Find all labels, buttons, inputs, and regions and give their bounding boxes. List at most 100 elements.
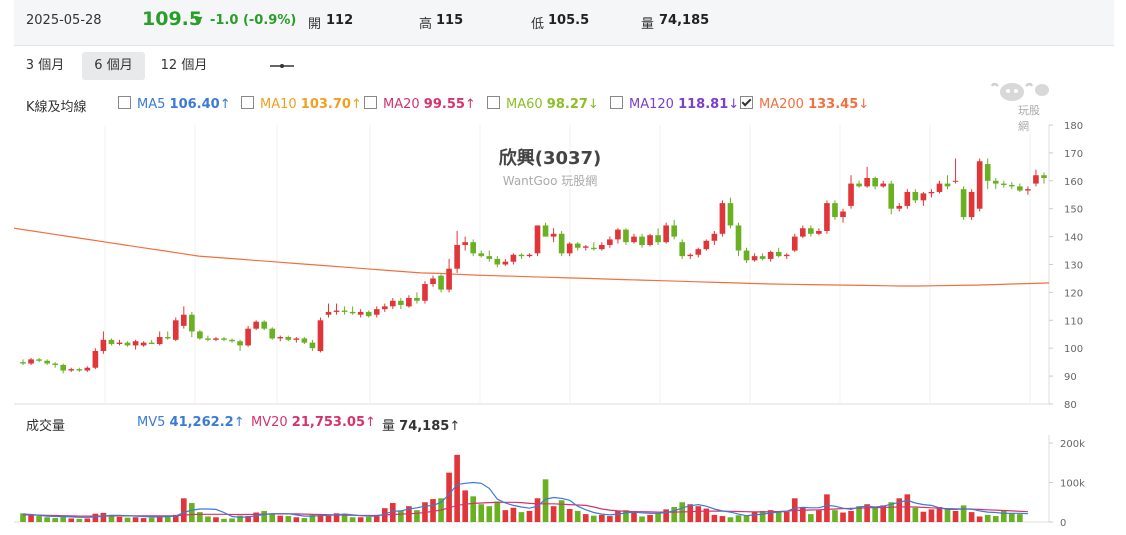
price-y-tick-label: 130 <box>1064 261 1083 272</box>
price-y-tick-label: 160 <box>1064 177 1083 188</box>
ma5-value: 106.40 <box>169 97 220 112</box>
legend-ma200[interactable]: MA200 133.45↓ <box>740 96 869 112</box>
volume-bar <box>631 510 637 522</box>
legend-mv20: MV20 21,753.05↑ <box>251 415 376 430</box>
candle-body <box>52 363 58 365</box>
candle-body <box>558 233 565 254</box>
tab-12-months[interactable]: 12 個月 <box>160 58 208 73</box>
volume-legend: 成交量 MV5 41,262.2↑ MV20 21,753.05↑ 量 74,1… <box>14 415 914 435</box>
open-value: 112 <box>326 13 354 28</box>
volume-bar <box>920 511 927 522</box>
candle-body <box>60 364 67 371</box>
kline-legend-title: K線及均線 <box>26 100 87 115</box>
volume-bar <box>558 500 565 522</box>
tab-3-months[interactable]: 3 個月 <box>25 58 65 73</box>
candle-body <box>1041 175 1047 179</box>
ma120-dir: ↓ <box>728 97 740 112</box>
volume-bar <box>84 518 91 522</box>
candle-body <box>100 339 107 351</box>
volume-bar <box>285 516 292 522</box>
volume-bar <box>542 479 549 522</box>
candle-body <box>944 183 951 187</box>
volume-bar <box>213 517 219 522</box>
legend-ma20[interactable]: MA20 99.55↑ <box>364 96 476 112</box>
open-label: 開 <box>308 17 322 32</box>
volume-bar <box>398 510 404 522</box>
volume-bar <box>840 512 846 522</box>
tab-6-months[interactable]: 6 個月 <box>82 52 145 80</box>
candle-body <box>414 297 420 301</box>
volume-bar <box>486 506 493 522</box>
legend-ma60[interactable]: MA60 98.27↓ <box>487 96 599 112</box>
volume-bar <box>615 510 621 522</box>
candle-body <box>510 254 517 262</box>
candle-body <box>205 338 211 340</box>
candle-body <box>880 183 887 187</box>
volume-bar <box>60 515 67 522</box>
volume-bar <box>534 498 541 522</box>
ma60-name: MA60 <box>506 97 543 112</box>
candle-body <box>615 229 621 240</box>
candle-body <box>735 225 742 251</box>
volume-bar <box>140 518 147 522</box>
ma10-name: MA10 <box>260 97 297 112</box>
ma120-checkbox[interactable] <box>610 96 623 109</box>
volume-bar <box>44 517 50 522</box>
ma60-dir: ↓ <box>587 97 599 112</box>
volume-bar <box>92 513 99 522</box>
candle-body <box>984 164 991 181</box>
candle-body <box>952 180 959 182</box>
volume-bar <box>309 514 316 522</box>
candle-body <box>301 338 308 343</box>
candle-body <box>84 367 91 371</box>
volume-y-tick-label: 100k <box>1060 479 1085 490</box>
mv5-line <box>22 481 1028 518</box>
candle-body <box>309 342 316 349</box>
price-y-tick-label: 80 <box>1064 400 1077 411</box>
ma60-checkbox[interactable] <box>487 96 500 109</box>
mv20-line <box>23 501 1028 517</box>
volume-bar <box>124 517 131 522</box>
legend-ma10[interactable]: MA10 103.70↑ <box>241 96 362 112</box>
ma200-checkbox[interactable] <box>740 96 753 109</box>
candle-body <box>912 191 919 201</box>
line-style-icon[interactable] <box>270 62 294 70</box>
volume-bar <box>848 510 854 522</box>
candle-body <box>856 183 862 187</box>
ma10-checkbox[interactable] <box>241 96 254 109</box>
candle-body <box>655 235 661 243</box>
candle-body <box>623 229 629 243</box>
candle-body <box>566 243 573 254</box>
ma10-dir: ↑ <box>350 97 362 112</box>
volume-bar <box>582 514 589 522</box>
volume-bar <box>719 516 726 522</box>
candle-body <box>132 341 139 346</box>
volume-bar <box>888 502 895 522</box>
candle-body <box>631 236 637 243</box>
volume-bar <box>518 512 525 522</box>
candle-body <box>992 180 999 184</box>
candle-body <box>896 205 903 209</box>
legend-ma120[interactable]: MA120 118.81↓ <box>610 96 739 112</box>
legend-ma5[interactable]: MA5 106.40↑ <box>118 96 231 112</box>
ma5-checkbox[interactable] <box>118 96 131 109</box>
volume-bar <box>695 506 702 522</box>
candle-body <box>172 320 179 340</box>
volume-bar <box>293 517 300 522</box>
volume-bar <box>462 490 468 522</box>
ma10-value: 103.70 <box>300 97 351 112</box>
candle-body <box>116 342 123 345</box>
candle-body <box>92 350 99 368</box>
candle-body <box>446 268 452 290</box>
volume-bar <box>277 515 284 522</box>
volume-bar <box>28 514 34 522</box>
volume-bar <box>325 515 332 522</box>
volume-bar <box>912 507 919 522</box>
ma20-checkbox[interactable] <box>364 96 377 109</box>
volume-bar <box>317 514 324 522</box>
volume-bar <box>164 515 171 522</box>
volume-bar <box>414 510 420 522</box>
volume-bar <box>992 516 999 522</box>
ma-legend: K線及均線 MA5 106.40↑ MA10 103.70↑ MA20 99.5… <box>14 96 914 116</box>
volume-label: 量 <box>641 17 655 32</box>
